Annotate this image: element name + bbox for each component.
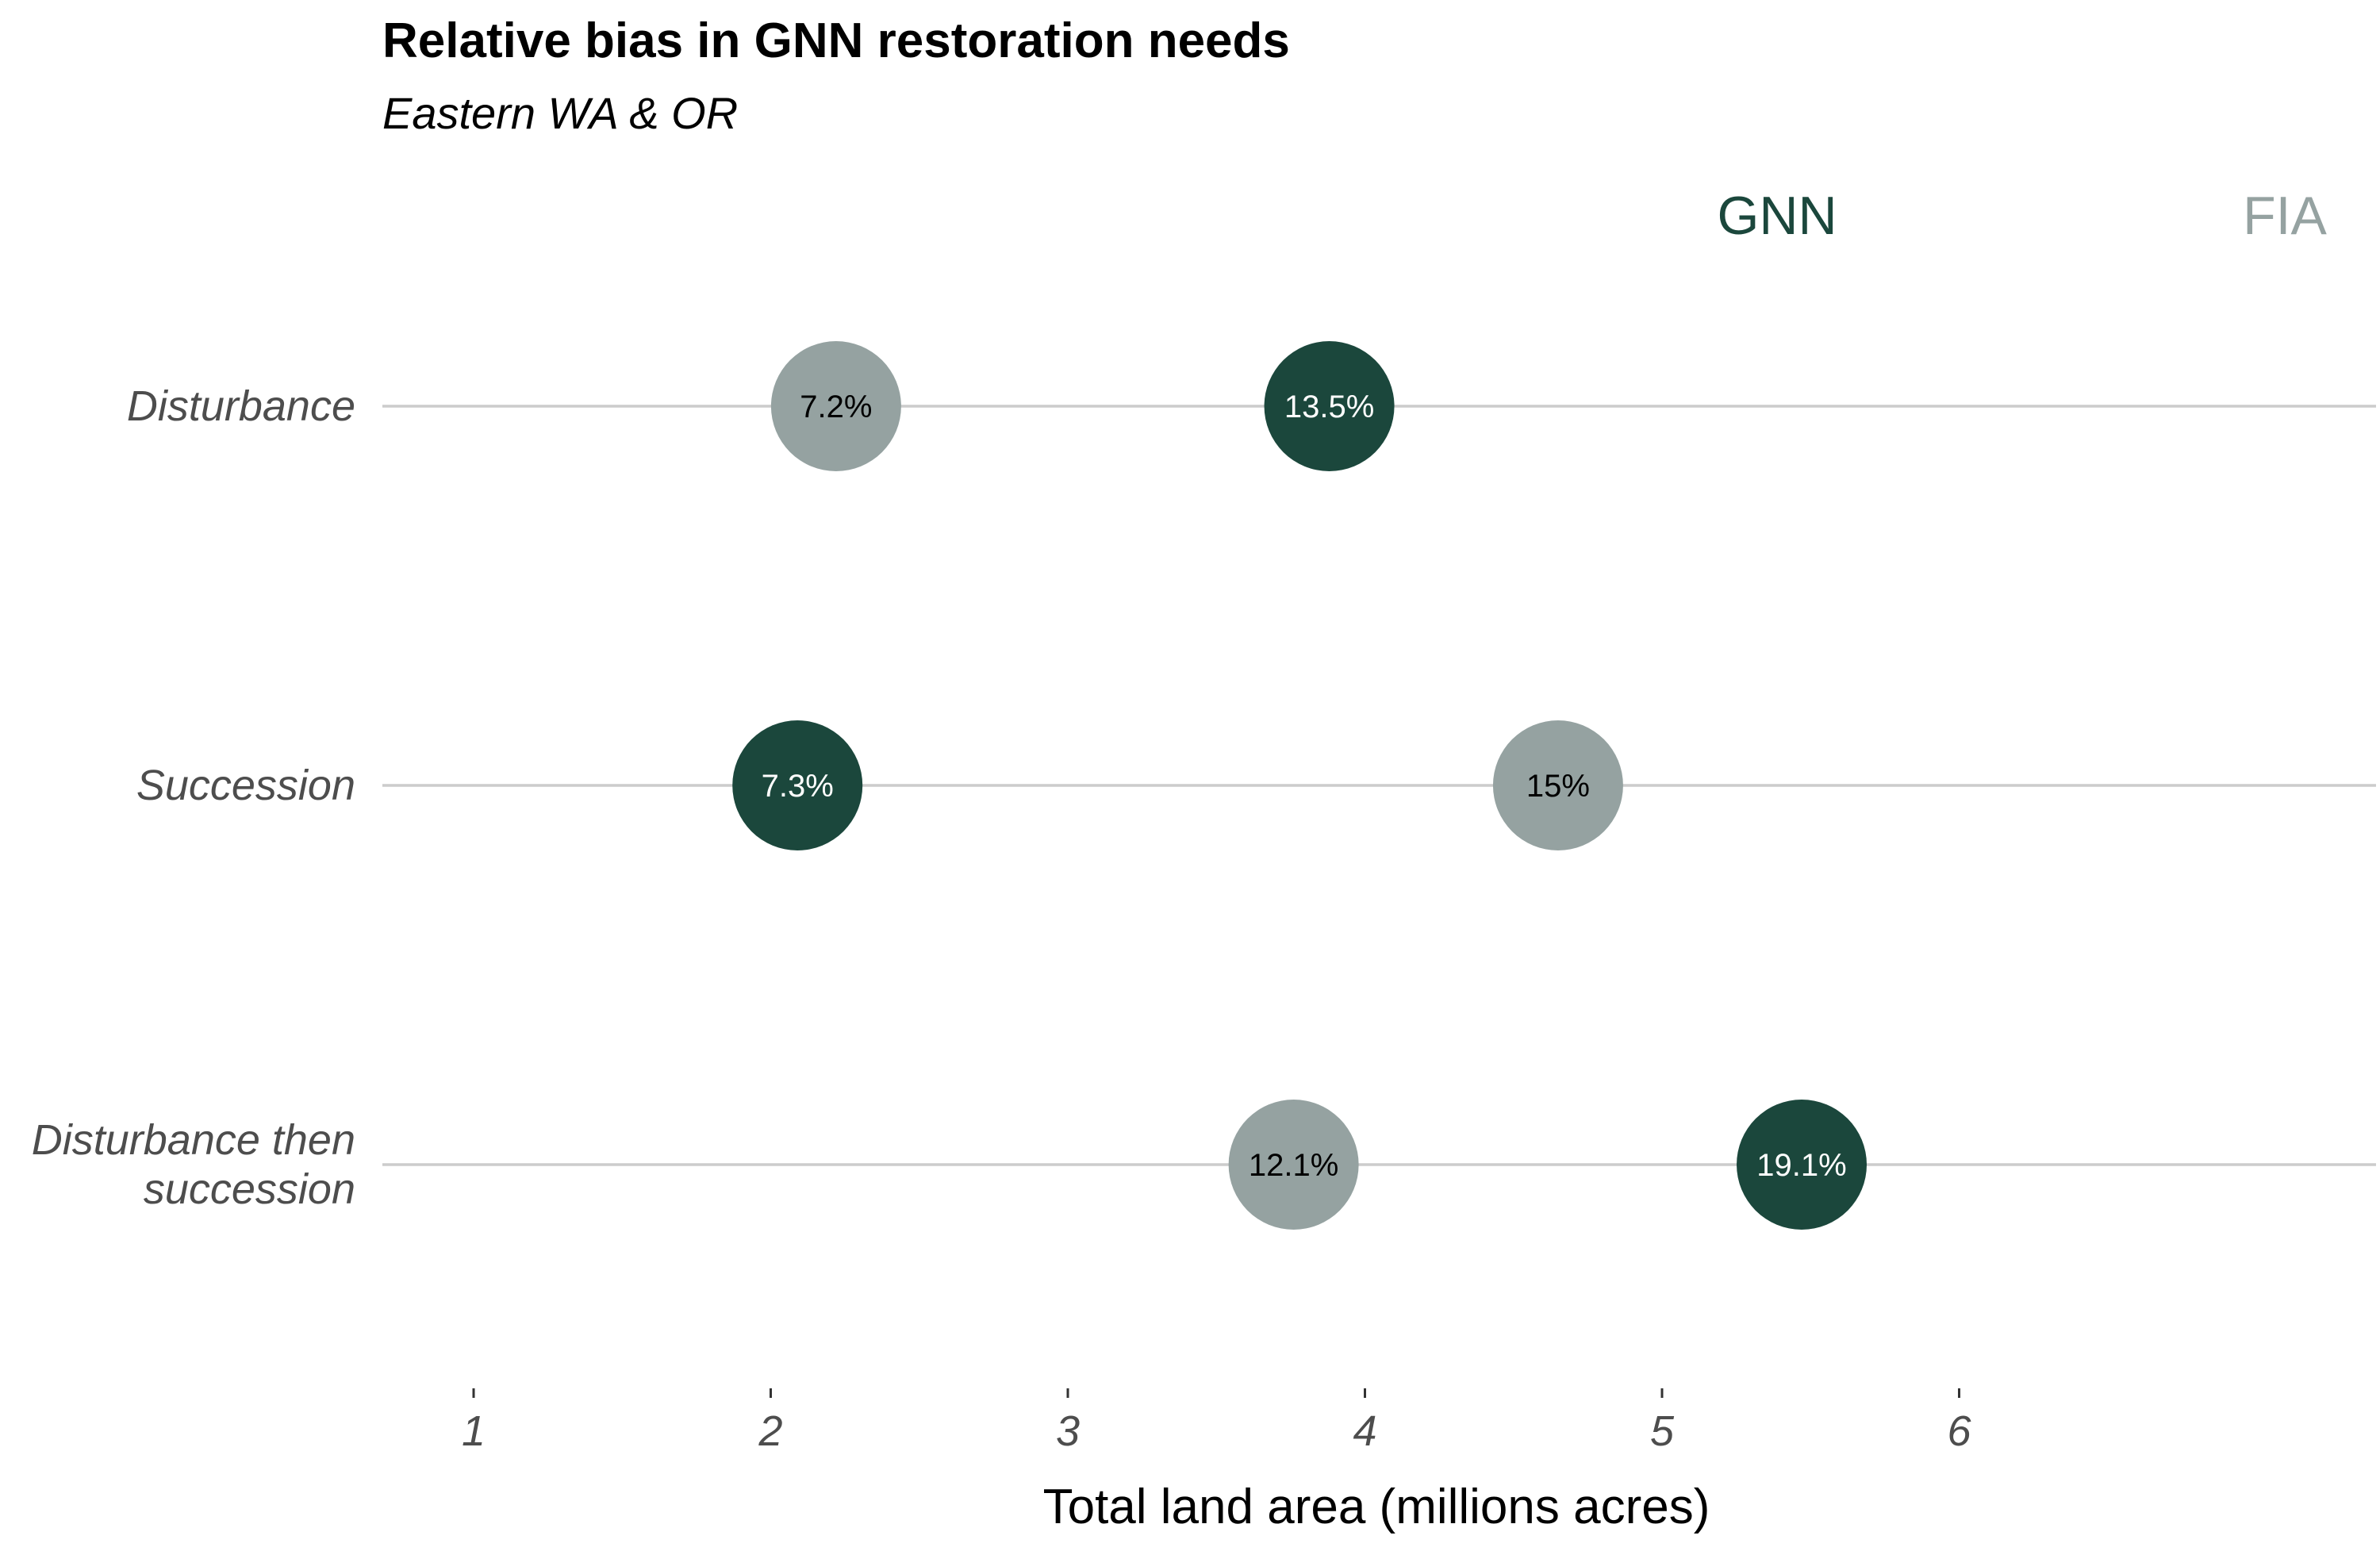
category-label-line: Disturbance xyxy=(127,382,355,430)
data-points: 13.5% 7.3% 19.1% 7.2% 15% 12.1% xyxy=(732,341,1868,1230)
x-tick-label: 6 xyxy=(1947,1407,1971,1455)
point-label-gnn: 7.3% xyxy=(762,769,834,804)
category-rows: Disturbance Succession Disturbance then suc… xyxy=(32,382,2376,1213)
point-label-fia: 7.2% xyxy=(800,390,872,424)
point-label-gnn: 13.5% xyxy=(1284,390,1374,424)
legend-label-gnn: GNN xyxy=(1717,186,1837,246)
legend: GNN FIA xyxy=(1717,186,2327,246)
x-tick-label: 1 xyxy=(462,1407,486,1455)
category-label-line: succession xyxy=(144,1165,355,1213)
chart-subtitle: Eastern WA & OR xyxy=(382,88,738,138)
point-label-fia: 15% xyxy=(1526,769,1590,804)
category-label: Disturbance then succession xyxy=(32,1116,355,1213)
point-gnn xyxy=(1264,341,1395,471)
point-fia xyxy=(1228,1100,1359,1230)
x-axis-ticks: 1 2 3 4 5 6 xyxy=(462,1388,1971,1455)
category-label: Disturbance xyxy=(127,382,355,430)
x-tick-label: 3 xyxy=(1056,1407,1080,1455)
x-tick-label: 2 xyxy=(758,1407,782,1455)
category-label: Succession xyxy=(136,762,355,809)
x-axis-label: Total land area (millions acres) xyxy=(1043,1480,1710,1534)
x-tick-label: 5 xyxy=(1650,1407,1675,1455)
category-label-line: Disturbance then xyxy=(32,1116,355,1164)
point-gnn xyxy=(1737,1100,1868,1230)
legend-label-fia: FIA xyxy=(2243,186,2327,246)
category-label-line: Succession xyxy=(136,762,355,809)
point-gnn xyxy=(732,720,863,850)
point-fia xyxy=(1492,720,1623,850)
point-label-fia: 12.1% xyxy=(1249,1148,1338,1183)
chart-title: Relative bias in GNN restoration needs xyxy=(382,13,1290,68)
point-label-gnn: 19.1% xyxy=(1756,1148,1846,1183)
x-tick-label: 4 xyxy=(1353,1407,1376,1455)
point-fia xyxy=(770,341,901,471)
